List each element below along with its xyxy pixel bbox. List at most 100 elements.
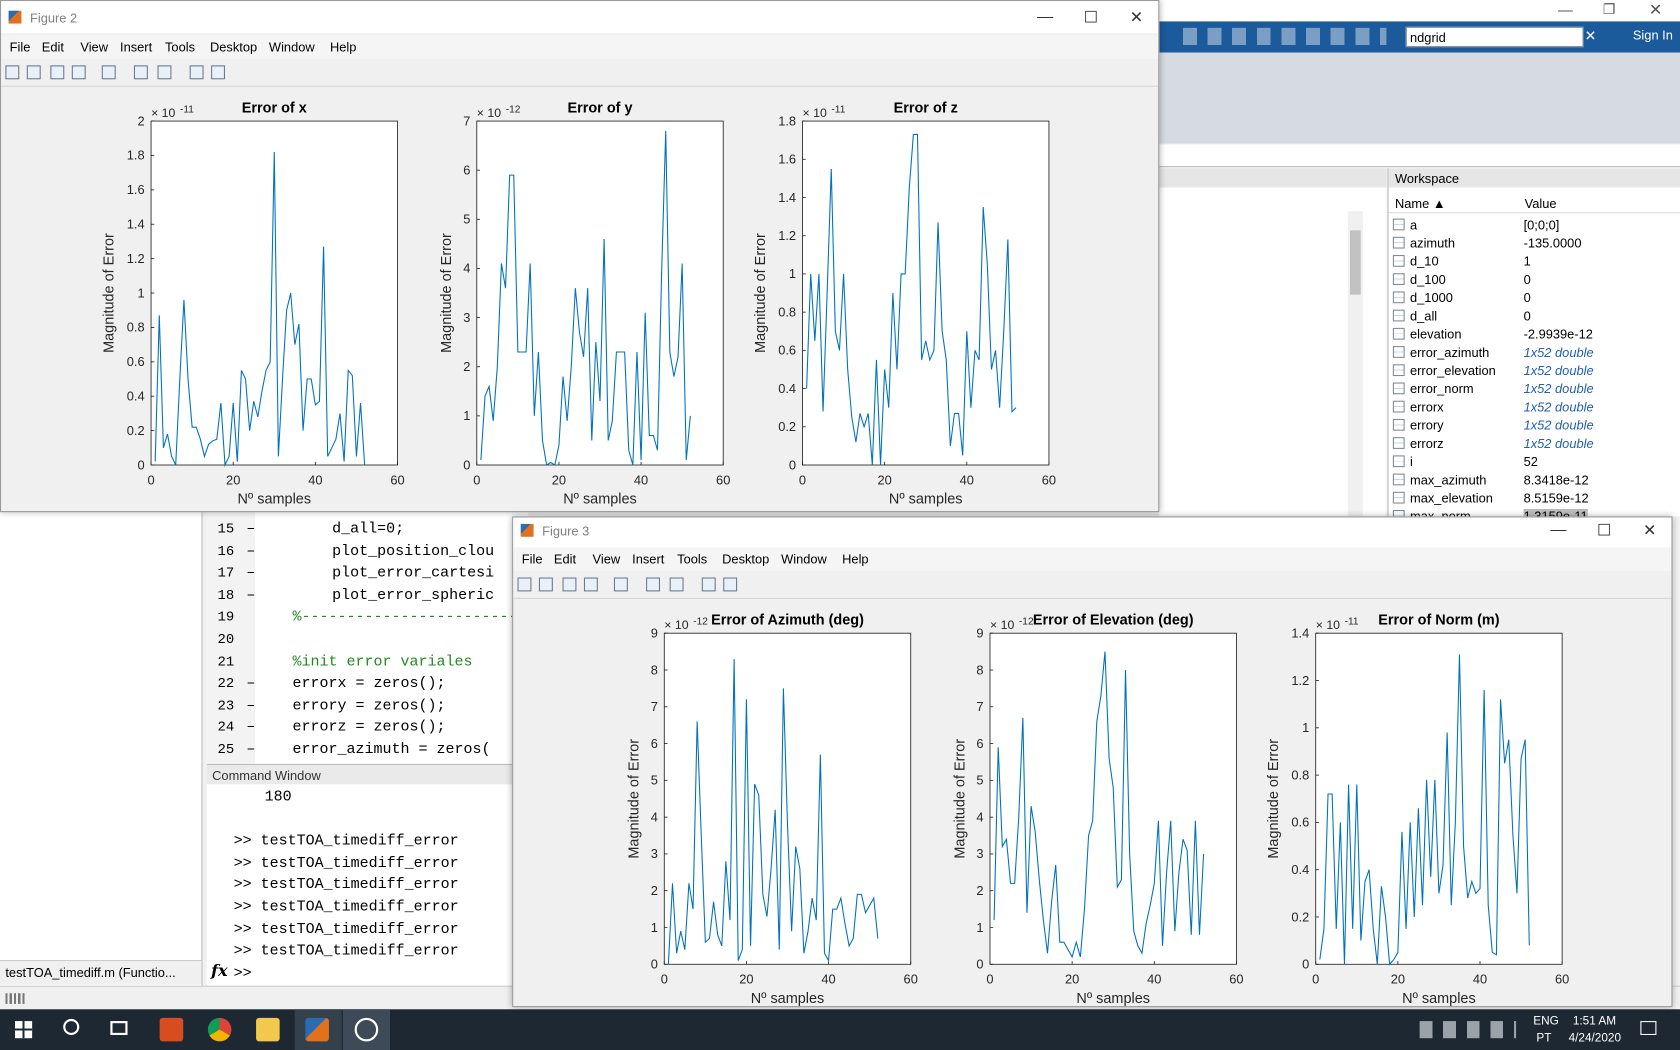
toolbar-button[interactable] [26,65,41,80]
toolbar-button[interactable] [211,65,226,80]
workspace-row[interactable]: max_norm 1.3159e-11 [1389,508,1680,517]
maximize-button[interactable]: ☐ [1597,521,1612,541]
workspace-row[interactable]: max_elevation 8.5159e-12 [1389,490,1680,508]
toolbar-button[interactable] [723,577,738,592]
start-button[interactable] [15,1021,33,1039]
menu-item[interactable]: Help [330,39,357,55]
variable-name: max_azimuth [1410,472,1487,488]
sign-in[interactable]: Sign In [1632,27,1673,43]
toolbar-button[interactable] [613,577,628,592]
menu-item[interactable]: Edit [553,551,577,567]
file-tab[interactable]: testTOA_timediff.m (Functio... [5,965,176,981]
toolbar-button[interactable] [517,577,532,592]
minimize-button[interactable]: — [1557,1,1573,19]
menu-item[interactable]: Help [842,551,869,567]
column-header[interactable]: Value [1524,196,1557,212]
close-button[interactable]: ✕ [1648,1,1663,20]
command-line: >> testTOA_timediff_error [233,920,459,939]
y-exponent: -12 [1019,617,1034,628]
minimize-button[interactable]: — [1550,520,1567,539]
variable-name: d_all [1410,308,1438,324]
menu-item[interactable]: Tools [165,39,196,55]
workspace-row[interactable]: errorz 1x52 double [1389,435,1680,453]
workspace-row[interactable]: d_10 1 [1389,253,1680,271]
task-view-button[interactable] [110,1021,128,1036]
code-line: plot_error_spheric [332,586,495,605]
restore-button[interactable]: ❐ [1602,1,1616,18]
clock-date[interactable]: 4/24/2020 [1568,1031,1622,1045]
variable-name: azimuth [1410,235,1456,251]
toolbar-button[interactable] [5,65,20,80]
workspace-row[interactable]: errory 1x52 double [1389,417,1680,435]
command-line: >> [233,965,252,983]
toolbar-button[interactable] [101,65,116,80]
variable-icon [1392,491,1405,504]
workspace-row[interactable]: error_azimuth 1x52 double [1389,344,1680,362]
toolbar-button[interactable] [701,577,716,592]
notifications[interactable] [1640,1021,1657,1036]
matlab-icon[interactable] [305,1017,329,1042]
workspace-columns: Name ▲ Value [1388,192,1680,214]
folder-icon[interactable] [256,1017,280,1042]
close-button[interactable]: ✕ [1642,521,1657,541]
variable-name: error_norm [1410,381,1474,397]
clock-time[interactable]: 1:51 AM [1572,1014,1617,1028]
toolbar-button[interactable] [669,577,684,592]
menu-item[interactable]: Desktop [722,551,770,567]
workspace-row[interactable]: error_elevation 1x52 double [1389,362,1680,380]
x-axis-label: Nº samples [238,492,312,508]
search-clear[interactable]: ✕ [1584,27,1597,44]
y-tick-label: 2 [137,113,144,128]
maximize-button[interactable]: ☐ [1083,8,1099,27]
column-header[interactable]: Name ▲ [1395,196,1446,212]
toolbar-button[interactable] [133,65,148,80]
search-box[interactable]: ndgrid [1405,26,1584,48]
menu-item[interactable]: Insert [632,551,665,567]
menu-item[interactable]: Edit [41,39,64,55]
chrome-icon[interactable] [207,1017,232,1042]
line-number: 20 [217,631,235,648]
workspace-row[interactable]: a [0;0;0] [1389,216,1680,234]
variable-value: 0 [1523,290,1531,306]
toolbar-button[interactable] [50,65,65,80]
workspace-row[interactable]: i 52 [1389,453,1680,471]
menu-item[interactable]: View [592,551,621,567]
code-line: d_all=0; [332,520,405,538]
toolbar-button[interactable] [157,65,172,80]
y-exponent: -11 [180,105,194,116]
workspace-row[interactable]: elevation -2.9939e-12 [1389,326,1680,344]
menu-item[interactable]: File [521,551,543,567]
workspace-row[interactable]: max_azimuth 8.3418e-12 [1389,471,1680,489]
toolbar-button[interactable] [71,65,86,80]
variable-value: 1x52 double [1523,381,1594,397]
toolbar-button[interactable] [646,577,661,592]
menu-item[interactable]: Tools [677,551,708,567]
menu-item[interactable]: Desktop [210,39,258,55]
workspace-row[interactable]: errorx 1x52 double [1389,399,1680,417]
workspace-row[interactable]: d_100 0 [1389,271,1680,289]
close-button[interactable]: ✕ [1129,8,1144,27]
y-tick-label: 3 [651,846,658,861]
menu-item[interactable]: File [9,39,31,55]
language[interactable]: ENG [1533,1014,1559,1028]
toolbar-button[interactable] [189,65,204,80]
menu-item[interactable]: View [80,39,108,55]
toolbar-button[interactable] [562,577,577,592]
toolbar-button[interactable] [583,577,598,592]
app-icon[interactable] [159,1017,184,1042]
workspace-row[interactable]: d_1000 0 [1389,289,1680,307]
minimize-button[interactable]: — [1037,7,1054,26]
menu-item[interactable]: Window [268,39,315,55]
menu-item[interactable]: Window [781,551,827,567]
toolbar-button[interactable] [538,577,553,592]
variable-value: 1x52 double [1523,417,1594,433]
figure-icon[interactable] [354,1017,379,1042]
workspace-row[interactable]: d_all 0 [1389,308,1680,326]
workspace-row[interactable]: error_norm 1x52 double [1389,380,1680,398]
keyboard-layout[interactable]: PT [1536,1031,1552,1045]
workspace-row[interactable]: azimuth -135.0000 [1389,235,1680,253]
menu-item[interactable]: Insert [120,39,153,55]
scrollbar-thumb[interactable] [1350,230,1361,295]
command-window-title: Command Window [212,768,321,784]
search-button[interactable] [63,1018,80,1036]
